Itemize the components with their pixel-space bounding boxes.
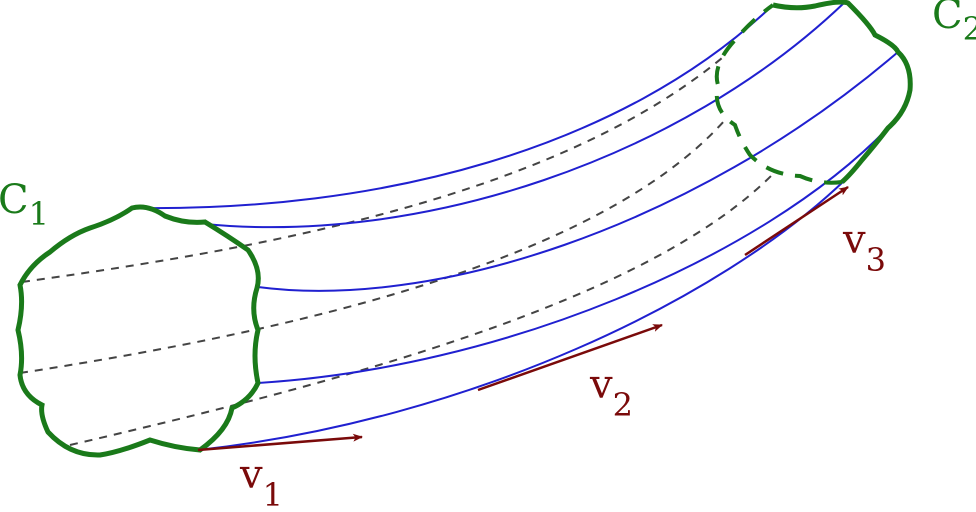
vector-v2-arrow xyxy=(477,323,663,392)
curve-c2-front xyxy=(772,0,913,184)
label-v1: v1 xyxy=(239,452,283,512)
curve-c1 xyxy=(15,204,261,458)
field-line-2 xyxy=(204,1,846,229)
field-line-5 xyxy=(197,179,846,451)
label-c1: C1 xyxy=(0,177,49,233)
label-c2: C2 xyxy=(932,0,976,48)
hidden-field-line-1 xyxy=(21,57,723,283)
vector-v3-arrow xyxy=(744,185,849,257)
field-line-3 xyxy=(257,51,899,292)
vector-v1-arrow xyxy=(197,433,363,452)
curve-c2-back xyxy=(714,3,843,185)
label-v3: v3 xyxy=(842,217,886,279)
field-line-1 xyxy=(131,4,774,210)
hidden-field-line-3 xyxy=(69,171,776,446)
hidden-field-line-2 xyxy=(19,119,726,374)
label-v2: v2 xyxy=(589,362,633,424)
field-line-4 xyxy=(257,127,889,384)
